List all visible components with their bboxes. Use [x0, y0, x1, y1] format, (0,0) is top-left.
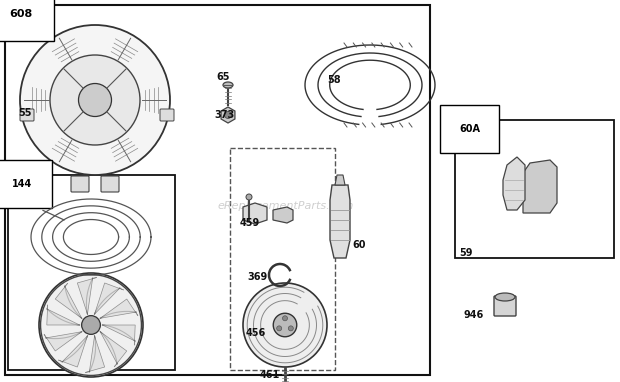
Text: 369: 369 — [247, 272, 267, 282]
Circle shape — [283, 316, 288, 321]
Text: 144: 144 — [12, 179, 32, 189]
Polygon shape — [273, 207, 293, 223]
Polygon shape — [94, 283, 123, 314]
Circle shape — [243, 283, 327, 367]
Text: 60A: 60A — [459, 124, 480, 134]
FancyBboxPatch shape — [101, 176, 119, 192]
Polygon shape — [100, 332, 126, 367]
Polygon shape — [243, 203, 267, 224]
Polygon shape — [58, 336, 87, 367]
Text: 59: 59 — [459, 248, 472, 258]
Circle shape — [277, 326, 281, 331]
Circle shape — [246, 194, 252, 200]
Circle shape — [20, 25, 170, 175]
Text: 946: 946 — [463, 310, 483, 320]
Polygon shape — [102, 325, 135, 345]
FancyBboxPatch shape — [160, 109, 174, 121]
Text: 608: 608 — [9, 9, 32, 19]
Circle shape — [50, 55, 140, 145]
Polygon shape — [44, 332, 82, 351]
Text: 58: 58 — [327, 75, 340, 85]
Bar — [230, 148, 335, 370]
Ellipse shape — [223, 82, 233, 88]
Text: 461: 461 — [260, 370, 280, 380]
Polygon shape — [100, 299, 138, 318]
Bar — [5, 5, 430, 375]
Polygon shape — [503, 157, 525, 210]
Polygon shape — [330, 185, 350, 258]
Circle shape — [288, 326, 293, 331]
FancyBboxPatch shape — [20, 109, 34, 121]
FancyBboxPatch shape — [71, 176, 89, 192]
Circle shape — [39, 273, 143, 377]
Circle shape — [82, 316, 100, 334]
Text: eReplacementParts.com: eReplacementParts.com — [217, 201, 353, 211]
Polygon shape — [85, 336, 105, 372]
Text: 65: 65 — [216, 72, 229, 82]
Polygon shape — [55, 283, 82, 318]
Text: 459: 459 — [240, 218, 260, 228]
Polygon shape — [46, 305, 79, 325]
Text: 456: 456 — [246, 328, 266, 338]
Bar — [455, 120, 614, 258]
Circle shape — [224, 112, 231, 118]
Polygon shape — [523, 160, 557, 213]
Text: 55: 55 — [18, 108, 32, 118]
Text: 373: 373 — [214, 110, 234, 120]
Ellipse shape — [495, 293, 515, 301]
Bar — [8, 175, 175, 370]
Polygon shape — [78, 277, 97, 314]
FancyBboxPatch shape — [494, 296, 516, 316]
Text: 60: 60 — [352, 240, 366, 250]
Circle shape — [273, 313, 297, 337]
Circle shape — [79, 84, 112, 117]
Polygon shape — [335, 175, 345, 185]
